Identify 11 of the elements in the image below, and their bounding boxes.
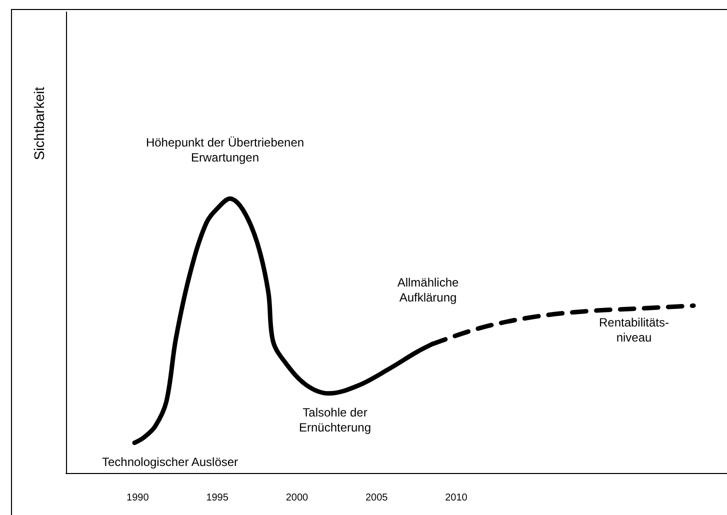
text: Höhepunkt der Übertriebenen Erwartungen — [146, 136, 304, 164]
x-tick-label: 2000 — [286, 492, 309, 504]
annotation: Rentabilitäts- niveau — [598, 316, 670, 344]
annotation: Allmähliche Aufklärung — [397, 276, 460, 304]
x-tick-label: 2005 — [365, 492, 388, 504]
annotation: Technologischer Auslöser — [102, 455, 238, 469]
y-axis-title: Sichtbarkeit — [31, 86, 47, 160]
annotation: Talsohle der Ernüchterung — [298, 406, 372, 434]
x-tick-label: 1995 — [206, 492, 229, 504]
x-tick-label: 2010 — [445, 492, 468, 504]
x-tick-label: 1990 — [126, 492, 150, 504]
